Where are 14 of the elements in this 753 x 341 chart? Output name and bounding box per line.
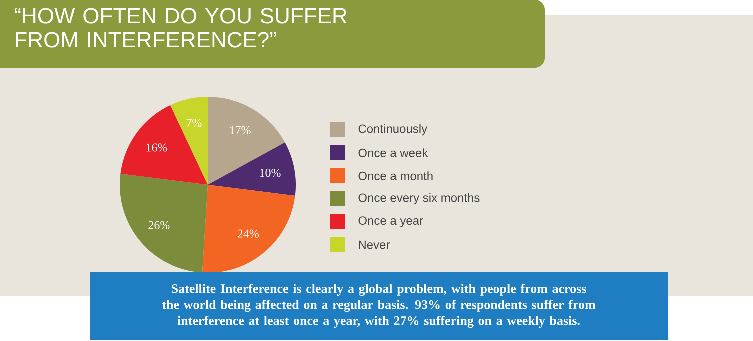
data-label: 10% <box>260 169 281 178</box>
data-label: 24% <box>238 230 259 238</box>
data-label: 16% <box>146 144 168 152</box>
chart-title: “HOW OFTEN DO YOU SUFFER FROM INTERFERENCE?” <box>15 8 347 48</box>
data-label: 7% <box>186 119 202 128</box>
data-label: 26% <box>148 221 170 230</box>
legend-label: Once every six months <box>358 193 480 205</box>
legend-label: Once a year <box>358 216 424 228</box>
text: Satellite Interference is clearly a global problem, with people from across the world being affected on a regular basis. 93% of respondents suffer from interference at least once a year, with 27% suffering on a weekly basis. <box>162 284 596 328</box>
data-label: 17% <box>230 126 251 135</box>
legend-label: Once a week <box>358 148 428 158</box>
legend-label: Once a month <box>358 172 433 180</box>
legend-label: Continuously <box>358 124 428 136</box>
legend-label: Never <box>359 240 390 250</box>
